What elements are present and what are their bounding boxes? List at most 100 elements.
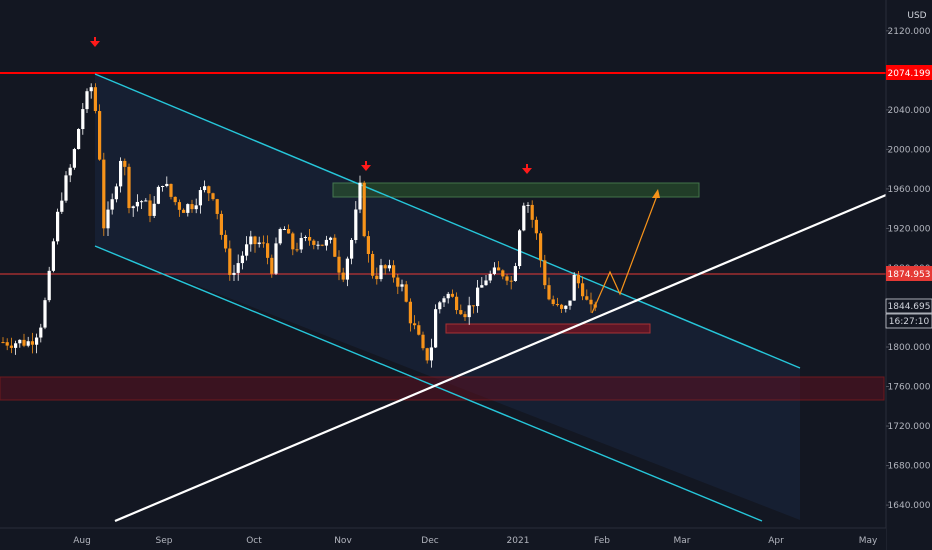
candle-body (375, 275, 379, 280)
candle-body (581, 283, 585, 297)
candle-body (169, 183, 173, 197)
candle-body (14, 343, 18, 348)
candle-body (501, 270, 505, 277)
candle-body (408, 301, 412, 324)
candle-body (173, 196, 177, 203)
candle-body (492, 267, 496, 274)
candle-body (194, 205, 198, 210)
down-arrow-icon (522, 164, 532, 174)
candle-body (1, 342, 5, 344)
candle-body (303, 237, 307, 239)
last-price-label: 1844.695 (888, 302, 931, 312)
candle-body (497, 267, 501, 271)
mid-level-price-label: 1874.953 (888, 270, 931, 280)
candle-body (392, 265, 396, 278)
time-tick-label: Apr (768, 536, 784, 546)
candle-body (484, 280, 488, 286)
candle-body (72, 149, 76, 168)
mid-level-price-badge: 1874.953 (886, 266, 932, 281)
price-tick-label: 1680.000 (888, 462, 931, 472)
candle-body (165, 183, 169, 186)
candle-body (366, 236, 370, 254)
candle-body (467, 305, 471, 318)
candle-body (480, 285, 484, 288)
candle-body (110, 199, 114, 210)
candle-body (543, 260, 547, 286)
candle-body (350, 239, 354, 259)
candle-body (123, 160, 127, 167)
price-tick-label: 1760.000 (888, 383, 931, 393)
candle-body (236, 263, 240, 273)
candle-body (522, 205, 526, 231)
candle-body (131, 206, 135, 209)
price-tick-label: 1640.000 (888, 501, 931, 511)
candle-body (186, 204, 190, 213)
candle-body (425, 348, 429, 361)
candle-body (568, 300, 572, 306)
candle-body (333, 237, 337, 257)
candle-body (576, 274, 580, 284)
candle-body (26, 341, 30, 346)
candle-body (446, 293, 450, 299)
candle-body (135, 201, 139, 207)
candle-body (261, 242, 265, 244)
price-tick-label: 1800.000 (888, 343, 931, 353)
candle-body (459, 310, 463, 315)
time-axis[interactable] (0, 528, 886, 550)
candle-body (295, 249, 299, 251)
candle-body (177, 202, 181, 210)
candle-body (530, 204, 534, 220)
candle-body (144, 200, 148, 202)
candle-body (249, 236, 253, 245)
candle-body (564, 305, 568, 309)
candle-body (215, 199, 219, 214)
down-arrow-icon (90, 37, 100, 47)
candle-body (371, 253, 375, 276)
candle-body (257, 242, 261, 245)
candle-body (488, 273, 492, 281)
candle-body (47, 270, 51, 301)
resistance-price-label: 2074.199 (888, 69, 931, 79)
candle-body (161, 185, 165, 187)
candle-body (337, 256, 341, 273)
candle-body (60, 200, 64, 212)
candle-body (274, 243, 278, 274)
candle-body (148, 200, 152, 216)
candle-body (291, 233, 295, 250)
candle-body (320, 244, 324, 246)
time-tick-label: Oct (246, 536, 262, 546)
candle-body (362, 182, 366, 237)
candle-body (299, 238, 303, 250)
candle-body (539, 233, 543, 261)
candle-body (9, 345, 13, 348)
last-price-badge: 1844.695 16:27:10 (885, 298, 932, 329)
candle-body (114, 186, 118, 200)
candle-body (585, 296, 589, 300)
candle-body (98, 111, 102, 160)
candle-body (140, 201, 144, 203)
candle-body (5, 342, 9, 346)
candle-body (64, 175, 68, 201)
candle-body (329, 237, 333, 240)
candle-body (345, 258, 349, 280)
candle-body (455, 296, 459, 311)
candle-body (358, 182, 362, 210)
candle-body (245, 244, 249, 256)
candle-body (400, 284, 404, 287)
candle-body (282, 229, 286, 231)
down-arrow-icon (361, 161, 371, 171)
resistance-price-badge: 2074.199 (886, 65, 932, 80)
candle-body (518, 230, 522, 267)
time-tick-label: 2021 (507, 536, 530, 546)
countdown-label: 16:27:10 (889, 317, 930, 327)
candle-body (417, 325, 421, 335)
time-tick-label: Dec (421, 536, 438, 546)
currency-label: USD (907, 11, 926, 21)
candle-body (429, 347, 433, 361)
time-tick-label: Sep (156, 536, 173, 546)
candle-body (316, 244, 320, 246)
candle-body (589, 299, 593, 305)
price-tick-label: 2040.000 (888, 106, 931, 116)
candle-body (182, 209, 186, 213)
